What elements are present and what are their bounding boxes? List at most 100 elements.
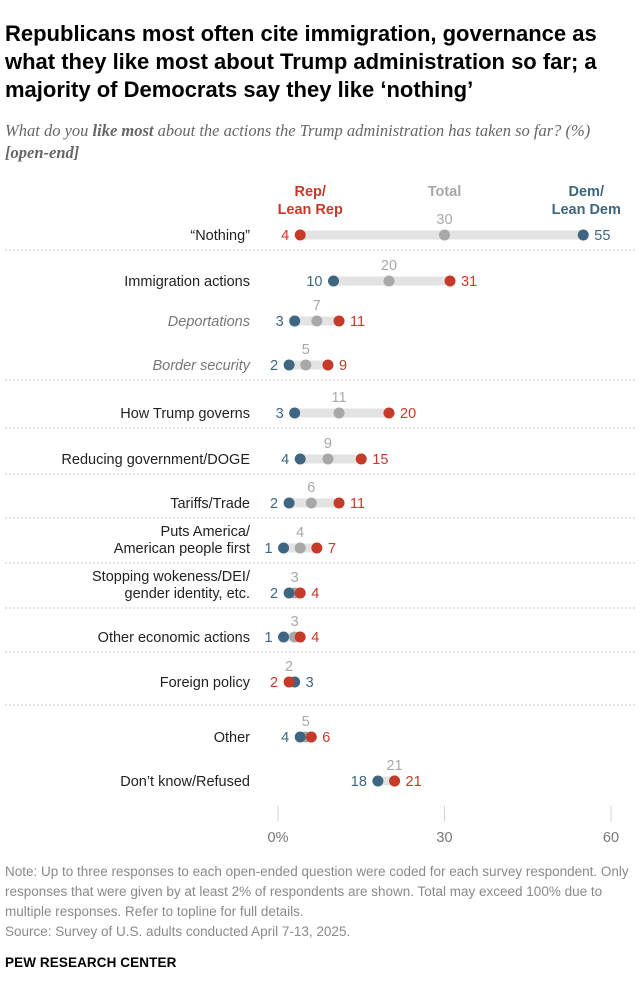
legend-total: Total	[428, 184, 462, 200]
total-dot	[439, 229, 450, 241]
dem-value-label: 3	[276, 314, 284, 330]
chart-title: Republicans most often cite immigration,…	[5, 21, 597, 102]
category-label: Deportations	[168, 314, 250, 330]
category-label: Reducing government/DOGE	[61, 452, 250, 468]
rep-value-label: 31	[461, 274, 477, 290]
legend-rep-line1: Rep/	[294, 184, 325, 200]
legend-rep-line2: Lean Rep	[278, 202, 343, 218]
rep-value-label: 7	[328, 541, 336, 557]
category-label: How Trump governs	[120, 406, 250, 422]
dem-dot	[328, 275, 339, 287]
x-tick-label: 60	[603, 830, 619, 846]
total-value-label: 2	[285, 659, 293, 675]
legend-dem-line2: Lean Dem	[552, 202, 621, 218]
total-dot	[294, 542, 306, 554]
dem-dot	[283, 497, 295, 509]
total-value-label: 7	[313, 298, 321, 314]
x-tick-label: 30	[436, 830, 452, 846]
x-tick-label: 0%	[268, 830, 289, 846]
rep-value-label: 4	[281, 228, 289, 244]
total-value-label: 3	[291, 614, 299, 630]
category-label: Don’t know/Refused	[120, 774, 250, 790]
subtitle-tag: [open-end]	[5, 143, 80, 162]
total-dot	[311, 315, 323, 327]
chart-subtitle: What do you like most about the actions …	[5, 120, 635, 164]
dem-dot	[289, 315, 301, 327]
legend-dem-line1: Dem/	[569, 184, 604, 200]
total-value-label: 20	[381, 258, 397, 274]
category-label: Border security	[152, 358, 250, 374]
dem-dot	[372, 775, 384, 787]
rep-value-label: 11	[350, 314, 365, 330]
dem-value-label: 55	[594, 228, 610, 244]
rep-value-label: 20	[400, 406, 416, 422]
total-value-label: 11	[332, 390, 347, 406]
category-label-line2: American people first	[114, 541, 250, 557]
rep-dot	[305, 731, 317, 743]
rep-value-label: 6	[322, 730, 330, 746]
rep-value-label: 9	[339, 358, 347, 374]
rep-dot	[322, 359, 334, 371]
category-label: Other economic actions	[98, 630, 250, 646]
total-value-label: 3	[291, 570, 299, 586]
dem-value-label: 2	[270, 586, 278, 602]
category-label: Stopping wokeness/DEI/	[92, 569, 251, 585]
dem-dot	[289, 407, 301, 419]
dem-dot	[294, 731, 306, 743]
total-dot	[322, 453, 334, 465]
dem-value-label: 10	[306, 274, 322, 290]
category-label-line2: gender identity, etc.	[125, 586, 250, 602]
dem-dot	[577, 229, 589, 241]
total-value-label: 30	[436, 212, 452, 228]
dem-dot	[294, 453, 306, 465]
total-value-label: 21	[386, 758, 402, 774]
rep-value-label: 15	[372, 452, 388, 468]
dem-value-label: 3	[306, 675, 314, 691]
dem-dot	[278, 631, 290, 643]
dem-value-label: 2	[270, 358, 278, 374]
total-value-label: 5	[302, 714, 310, 730]
subtitle-part1: What do you	[5, 121, 93, 140]
category-label: Foreign policy	[160, 675, 251, 691]
dem-value-label: 4	[281, 730, 289, 746]
rep-dot	[311, 542, 323, 554]
dem-value-label: 2	[270, 496, 278, 512]
dem-value-label: 1	[264, 630, 272, 646]
dem-value-label: 4	[281, 452, 289, 468]
rep-dot	[294, 631, 306, 643]
category-label: Immigration actions	[124, 274, 250, 290]
chart-note: Note: Up to three responses to each open…	[5, 864, 629, 919]
total-dot	[300, 359, 312, 371]
category-label: Other	[214, 730, 250, 746]
category-label: “Nothing”	[190, 228, 250, 244]
dem-dot	[278, 542, 290, 554]
total-dot	[383, 275, 395, 287]
category-label: Tariffs/Trade	[170, 496, 250, 512]
rep-value-label: 4	[311, 586, 319, 602]
dem-value-label: 1	[264, 541, 272, 557]
subtitle-part2: about the actions the Trump administrati…	[153, 121, 591, 140]
chart-source: Source: Survey of U.S. adults conducted …	[5, 924, 351, 939]
total-value-label: 6	[307, 480, 315, 496]
rep-dot	[294, 229, 306, 241]
brand-logo-text: PEW RESEARCH CENTER	[5, 955, 177, 970]
rep-value-label: 4	[311, 630, 319, 646]
rep-dot	[355, 453, 367, 465]
subtitle-emphasis: like most	[92, 121, 154, 140]
dem-value-label: 3	[276, 406, 284, 422]
rep-dot	[444, 275, 456, 287]
rep-value-label: 2	[270, 675, 278, 691]
rep-dot	[389, 775, 401, 787]
rep-dot	[333, 497, 345, 509]
total-value-label: 9	[324, 436, 332, 452]
dem-dot	[283, 587, 295, 599]
total-dot	[305, 497, 317, 509]
rep-value-label: 11	[350, 496, 365, 512]
category-label: Puts America/	[161, 524, 251, 540]
rep-dot	[383, 407, 395, 419]
rep-dot	[294, 587, 306, 599]
rep-dot	[283, 676, 295, 688]
total-value-label: 4	[296, 525, 304, 541]
dem-value-label: 18	[351, 774, 367, 790]
